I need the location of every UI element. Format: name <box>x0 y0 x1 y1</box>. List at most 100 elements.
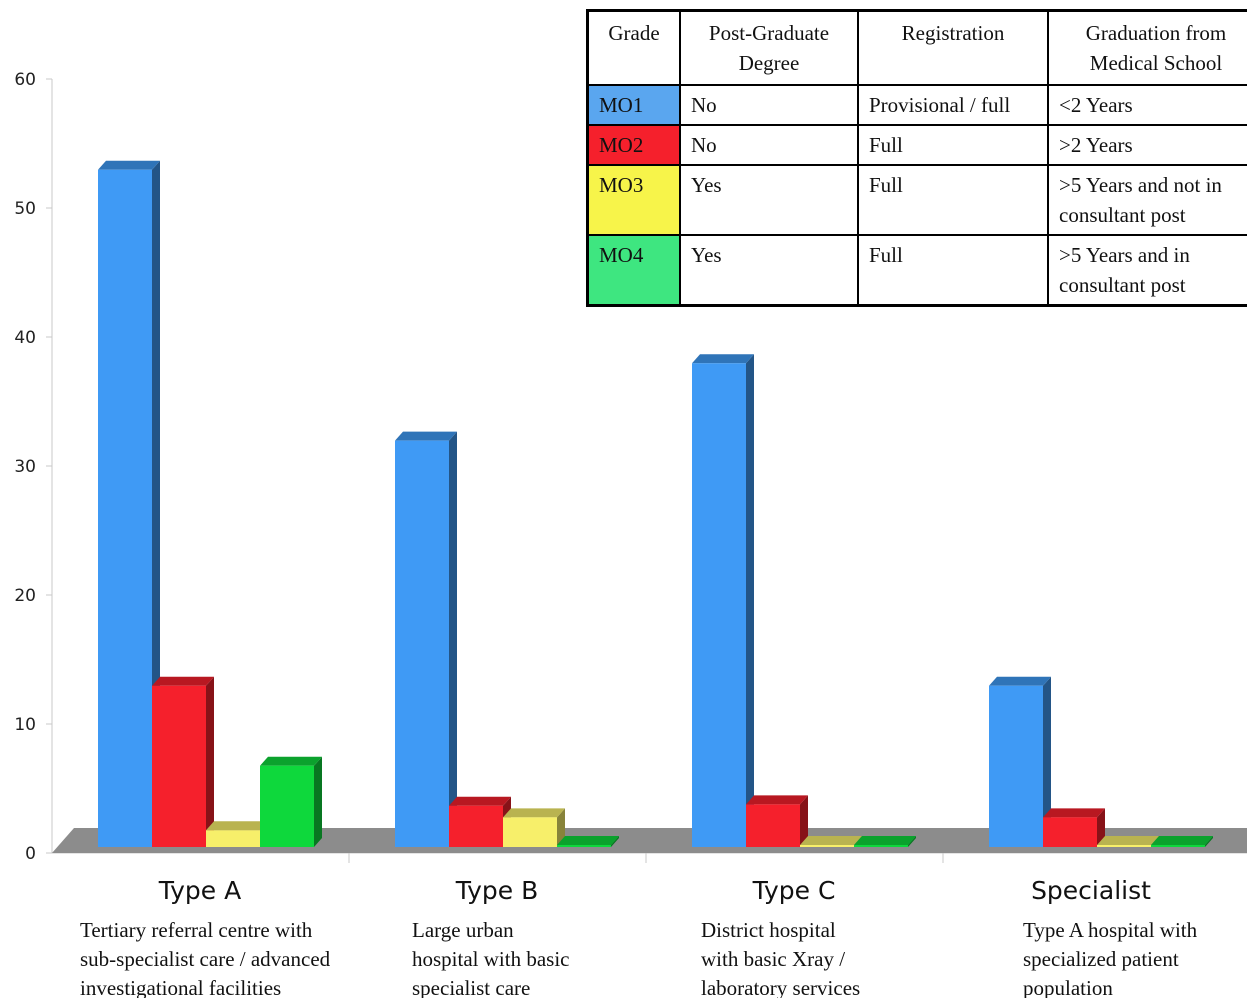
bar-front <box>98 169 152 847</box>
legend-registration-cell: Provisional / full <box>857 84 1049 126</box>
header-registration: Registration <box>857 9 1049 86</box>
bar-top <box>260 756 322 766</box>
header-grade: Grade <box>586 9 681 86</box>
category-label-type-c: Type C <box>752 876 836 905</box>
bar-top <box>854 836 916 845</box>
category-description-type-b: Large urban hospital with basic speciali… <box>412 918 570 998</box>
bar-top <box>746 795 808 805</box>
category-label-type-b: Type B <box>455 876 539 905</box>
y-tick-label: 20 <box>14 586 36 606</box>
bar-mo1-type-a <box>98 160 160 847</box>
y-tick-label: 60 <box>14 70 36 90</box>
category-description-type-a: Tertiary referral centre with sub-specia… <box>80 918 331 998</box>
y-tick-label: 0 <box>25 844 36 864</box>
bar-front <box>152 685 206 847</box>
bar-top <box>152 676 214 686</box>
legend-degree-cell: No <box>679 84 859 126</box>
legend-graduation-cell: >5 Years and not in consultant post <box>1047 164 1247 236</box>
bar-side <box>206 676 214 847</box>
legend-row-mo1: MO1 No Provisional / full <2 Years <box>586 84 1247 126</box>
legend-degree-cell: Yes <box>679 234 859 307</box>
legend-grade-cell: MO2 <box>586 124 681 166</box>
header-graduation: Graduation from Medical School <box>1047 9 1247 86</box>
legend-row-mo3: MO3 Yes Full >5 Years and not in consultant… <box>586 164 1247 236</box>
bar-top <box>1043 808 1105 818</box>
bar-side <box>1205 836 1213 847</box>
bar-front <box>1043 817 1097 847</box>
bar-top <box>1097 836 1159 845</box>
bar-mo1-type-b <box>395 431 457 847</box>
bar-front <box>260 765 314 847</box>
y-tick-label: 10 <box>14 715 36 735</box>
chart-floor <box>52 828 1247 853</box>
bar-top <box>557 836 619 845</box>
legend-registration-cell: Full <box>857 124 1049 166</box>
bar-mo2-type-b <box>449 796 511 847</box>
legend-degree-cell: No <box>679 124 859 166</box>
bar-top <box>800 836 862 845</box>
y-tick-label: 50 <box>14 199 36 219</box>
bar-top <box>449 796 511 806</box>
bar-mo3-type-b <box>503 808 565 847</box>
bar-side <box>800 795 808 847</box>
legend-grade-cell: MO3 <box>586 164 681 236</box>
bar-top <box>503 808 565 818</box>
bar-side <box>908 836 916 847</box>
bar-front <box>395 440 449 847</box>
legend-grade-cell: MO4 <box>586 234 681 307</box>
bar-front <box>449 805 503 847</box>
bar-front <box>206 830 260 847</box>
bar-front <box>746 804 800 847</box>
bar-front <box>1097 845 1151 847</box>
bar-mo4-specialist <box>1151 836 1213 847</box>
bar-side <box>557 808 565 847</box>
bar-front <box>692 363 746 847</box>
legend-graduation-cell: >5 Years and in consultant post <box>1047 234 1247 307</box>
bar-top <box>98 160 160 170</box>
bar-front <box>557 845 611 847</box>
legend-row-mo2: MO2 No Full >2 Years <box>586 124 1247 166</box>
legend-registration-cell: Full <box>857 164 1049 236</box>
bar-mo3-type-a <box>206 821 268 847</box>
bar-mo2-type-c <box>746 795 808 847</box>
bar-mo4-type-a <box>260 756 322 847</box>
bar-side <box>746 354 754 847</box>
bars-layer <box>98 160 1213 847</box>
legend-degree-cell: Yes <box>679 164 859 236</box>
bar-front <box>989 685 1043 847</box>
legend-registration-cell: Full <box>857 234 1049 307</box>
bar-front <box>800 845 854 847</box>
header-degree: Post-Graduate Degree <box>679 9 859 86</box>
bar-mo1-specialist <box>989 676 1051 847</box>
y-tick-label: 30 <box>14 457 36 477</box>
bar-side <box>449 431 457 847</box>
bar-front <box>503 817 557 847</box>
bar-side <box>1043 676 1051 847</box>
bar-side <box>152 160 160 847</box>
bar-top <box>692 354 754 364</box>
category-label-type-a: Type A <box>158 876 241 905</box>
bar-front <box>1151 845 1205 847</box>
bar-side <box>611 836 619 847</box>
legend-row-mo4: MO4 Yes Full >5 Years and in consultant pos… <box>586 234 1247 307</box>
bar-top <box>206 821 268 831</box>
category-labels: Type A Type B Type C Specialist <box>158 876 1151 905</box>
bar-mo4-type-b <box>557 836 619 847</box>
grade-legend-table: Grade Post-Graduate Degree Registration … <box>586 9 1247 307</box>
category-description-type-c: District hospital with basic Xray / labo… <box>701 918 861 998</box>
bar-mo4-type-c <box>854 836 916 847</box>
bar-mo2-type-a <box>152 676 214 847</box>
legend-header-row: Grade Post-Graduate Degree Registration … <box>586 9 1247 86</box>
bar-top <box>395 431 457 441</box>
bar-side <box>314 756 322 847</box>
bar-top <box>989 676 1051 686</box>
y-tick-label: 40 <box>14 328 36 348</box>
legend-graduation-cell: <2 Years <box>1047 84 1247 126</box>
bar-front <box>854 845 908 847</box>
legend-graduation-cell: >2 Years <box>1047 124 1247 166</box>
category-description-specialist: Type A hospital with specialized patient… <box>1023 918 1198 998</box>
legend-grade-cell: MO1 <box>586 84 681 126</box>
bar-top <box>1151 836 1213 845</box>
